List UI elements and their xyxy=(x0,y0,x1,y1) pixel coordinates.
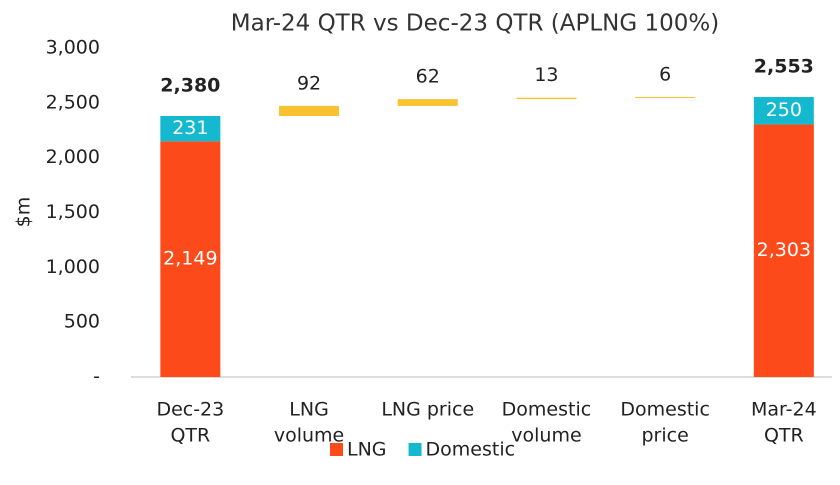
bar-segment xyxy=(753,97,814,125)
y-tick-label: 500 xyxy=(64,311,100,333)
change-bar xyxy=(635,97,696,99)
change-label: 92 xyxy=(297,72,321,94)
bar-segment xyxy=(160,115,221,142)
bar-value-label: 231 xyxy=(172,117,208,139)
change-label: 6 xyxy=(659,64,671,86)
legend-label: LNG xyxy=(347,439,387,461)
y-tick-label: 2,000 xyxy=(46,146,100,168)
y-tick-label: 1,500 xyxy=(46,201,100,223)
bar-value-label: 2,149 xyxy=(163,248,217,270)
y-tick-label: - xyxy=(93,366,100,388)
change-label: 13 xyxy=(534,64,558,86)
chart-title: Mar-24 QTR vs Dec-23 QTR (APLNG 100%) xyxy=(231,11,719,37)
x-tick-label: QTR xyxy=(764,425,804,447)
y-axis-label: $m xyxy=(13,197,35,228)
legend-swatch xyxy=(330,443,343,456)
x-tick-label: LNG price xyxy=(381,399,474,421)
total-label: 2,380 xyxy=(160,74,220,96)
x-tick-label: Domestic xyxy=(620,399,710,421)
y-tick-label: 1,000 xyxy=(46,256,100,278)
y-tick-label: 2,500 xyxy=(46,91,100,113)
x-tick-label: Domestic xyxy=(502,399,592,421)
x-tick-label: Dec-23 xyxy=(156,399,224,421)
change-bar xyxy=(279,105,340,116)
total-label: 2,553 xyxy=(754,56,814,78)
change-bar xyxy=(397,99,458,106)
bar-segment xyxy=(753,124,814,377)
bar-value-label: 250 xyxy=(766,99,802,121)
legend-label: Domestic xyxy=(426,439,516,461)
x-tick-label: QTR xyxy=(170,425,210,447)
bar-value-label: 2,303 xyxy=(757,239,811,261)
x-tick-label: price xyxy=(642,425,689,447)
x-tick-label: LNG xyxy=(289,399,329,421)
change-label: 62 xyxy=(416,66,440,88)
legend-swatch xyxy=(408,443,422,456)
x-tick-label: volume xyxy=(511,425,581,447)
x-tick-label: volume xyxy=(274,425,344,447)
x-tick-label: Mar-24 xyxy=(751,399,817,421)
y-tick-label: 3,000 xyxy=(46,37,100,59)
change-bar xyxy=(516,97,577,100)
bar-segment xyxy=(160,141,221,377)
